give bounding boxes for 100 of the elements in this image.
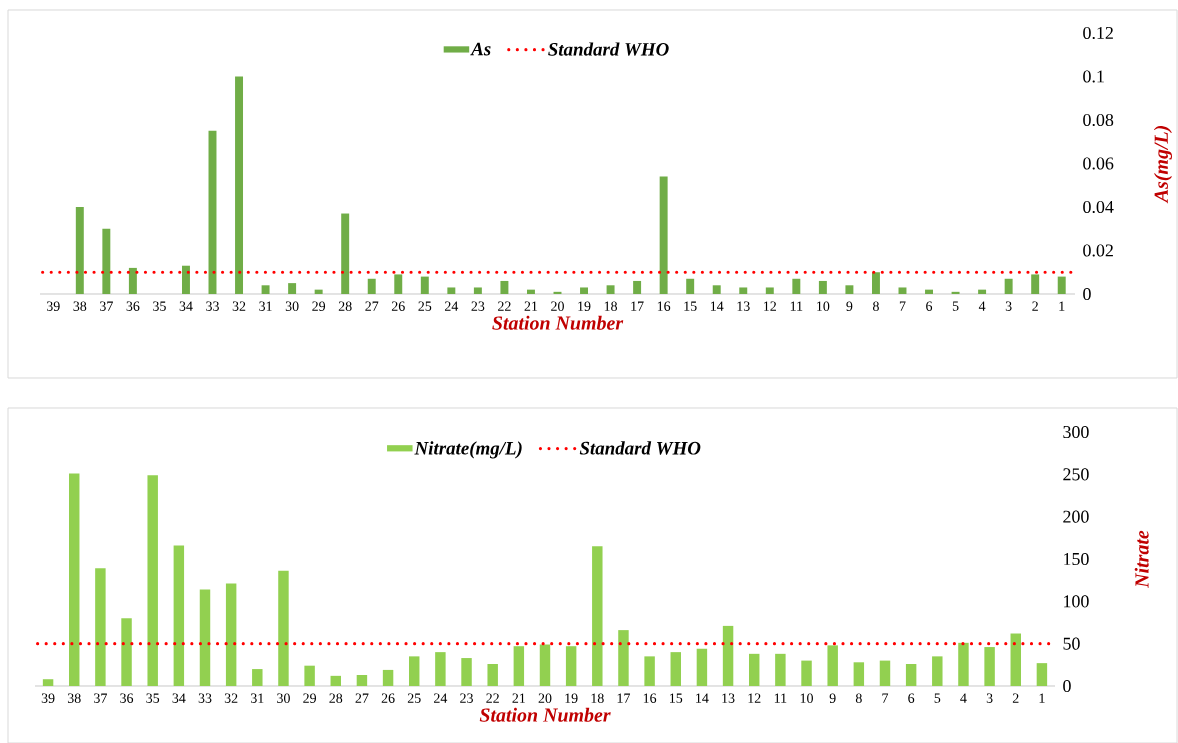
bar <box>748 653 760 686</box>
x-tick-label: 36 <box>126 301 140 311</box>
legend-label: As <box>470 42 491 56</box>
y-tick-label: 200 <box>1063 510 1089 523</box>
bar <box>409 656 420 686</box>
x-tick-label: 27 <box>365 301 379 311</box>
bar <box>261 285 270 294</box>
y-tick-label: 250 <box>1063 468 1089 481</box>
x-tick-label: 37 <box>100 301 113 311</box>
x-tick-label: 9 <box>846 301 853 311</box>
x-tick-label: 6 <box>908 693 915 703</box>
bar <box>958 642 969 686</box>
bar <box>871 272 880 294</box>
x-tick-label: 17 <box>617 693 631 703</box>
x-tick-label: 28 <box>329 693 343 703</box>
x-tick-label: 39 <box>46 301 60 311</box>
x-tick-label: 10 <box>817 301 830 311</box>
x-tick-label: 38 <box>67 693 81 703</box>
x-tick-label: 6 <box>926 301 933 311</box>
x-tick-label: 33 <box>206 301 219 311</box>
bar <box>128 267 137 294</box>
bar <box>1010 633 1021 686</box>
bar <box>984 647 995 686</box>
x-tick-label: 29 <box>312 301 326 311</box>
y-tick-label: 100 <box>1064 595 1089 608</box>
x-tick-label: 3 <box>986 693 993 703</box>
legend-label: Standard WHO <box>579 441 701 455</box>
x-tick-label: 16 <box>643 693 657 703</box>
bar <box>659 176 668 294</box>
x-tick-label: 29 <box>303 693 317 703</box>
x-tick-label: 39 <box>41 693 55 703</box>
x-tick-label: 35 <box>153 301 166 311</box>
x-tick-label: 37 <box>94 693 107 703</box>
bar <box>580 287 589 294</box>
bar <box>42 679 54 686</box>
x-tick-label: 31 <box>259 301 272 311</box>
bar <box>722 625 734 686</box>
x-tick-label: 35 <box>146 693 160 703</box>
bar <box>314 289 323 294</box>
bar <box>382 669 394 686</box>
bar <box>367 278 376 294</box>
bar <box>252 669 263 686</box>
x-tick-label: 12 <box>764 301 776 311</box>
x-tick-label: 2 <box>1032 301 1038 311</box>
bar <box>500 280 509 294</box>
bar <box>606 285 615 294</box>
x-tick-label: 4 <box>978 301 986 311</box>
bar <box>435 652 446 686</box>
x-tick-label: 34 <box>179 301 193 311</box>
x-tick-label: 11 <box>774 693 787 703</box>
x-axis-title: Station Number <box>492 315 624 330</box>
bar <box>925 289 934 294</box>
bar <box>487 663 498 686</box>
x-tick-label: 19 <box>578 301 591 311</box>
x-tick-label: 22 <box>486 693 499 703</box>
legend-label: Standard WHO <box>548 42 669 56</box>
bar <box>420 276 429 294</box>
x-tick-label: 32 <box>232 301 246 311</box>
x-tick-label: 22 <box>498 301 511 311</box>
y-axis-title: As(mg/L) <box>1153 126 1172 204</box>
x-tick-label: 30 <box>285 301 299 311</box>
bar <box>225 583 237 686</box>
y-tick-label: 0.06 <box>1083 157 1114 170</box>
bar <box>1031 274 1040 294</box>
bar <box>905 663 917 686</box>
bar <box>394 274 403 294</box>
bar <box>513 646 525 686</box>
bar <box>827 645 838 686</box>
bar <box>565 646 577 686</box>
bar <box>173 545 185 686</box>
bar <box>121 618 132 686</box>
x-tick-label: 25 <box>418 301 432 311</box>
x-tick-label: 10 <box>800 693 813 703</box>
x-tick-label: 30 <box>277 693 290 703</box>
bar <box>775 653 786 686</box>
bar <box>801 660 812 686</box>
bar <box>330 675 341 686</box>
x-tick-label: 1 <box>1059 301 1065 311</box>
bar <box>526 289 535 294</box>
bar <box>288 283 297 294</box>
x-tick-label: 5 <box>952 301 959 311</box>
x-tick-label: 20 <box>551 301 564 311</box>
x-tick-label: 9 <box>829 693 836 703</box>
bar <box>845 285 854 294</box>
bar <box>853 662 865 686</box>
bar <box>951 291 960 294</box>
x-tick-label: 3 <box>1005 301 1012 311</box>
x-tick-label: 21 <box>524 301 538 311</box>
bar <box>898 287 907 294</box>
bar <box>1057 276 1066 294</box>
x-tick-label: 33 <box>198 693 212 703</box>
x-tick-label: 26 <box>391 301 405 311</box>
y-tick-label: 0.08 <box>1083 113 1114 127</box>
x-tick-label: 14 <box>710 301 724 311</box>
bar <box>539 644 551 686</box>
bar <box>1004 278 1013 294</box>
bar <box>69 473 80 686</box>
bar <box>199 589 211 686</box>
x-tick-label: 21 <box>512 693 525 703</box>
bar <box>447 287 456 294</box>
